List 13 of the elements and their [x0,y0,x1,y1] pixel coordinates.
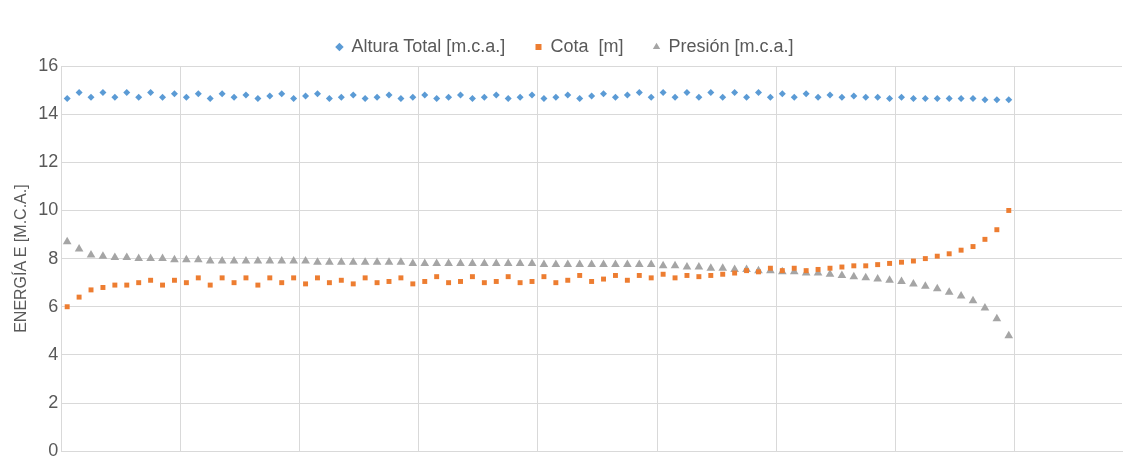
y-tick-label: 4 [48,343,59,364]
y-tick-label: 12 [38,151,59,172]
y-tick-label: 8 [48,247,59,268]
y-tick-label: 16 [38,54,59,75]
y-tick-label: 14 [38,103,59,124]
y-tick-label: 10 [38,199,59,220]
y-tick-label: 2 [48,392,59,413]
legend-label: Cota [m] [550,35,624,56]
legend-label: Presión [m.c.a.] [668,35,794,56]
legend-label: Altura Total [m.c.a.] [351,35,506,56]
y-tick-label: 6 [48,295,59,316]
y-axis-title: ENERGÍA E [M.C.A.] [11,184,30,333]
y-tick-label: 0 [48,440,59,461]
